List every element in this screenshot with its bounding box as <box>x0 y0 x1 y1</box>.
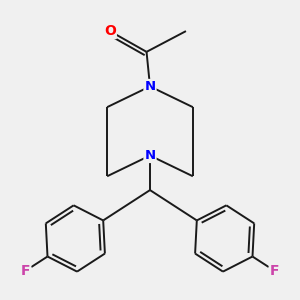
Text: O: O <box>104 24 116 38</box>
Text: N: N <box>144 149 156 162</box>
Text: F: F <box>21 264 30 278</box>
Text: F: F <box>270 264 279 278</box>
Text: N: N <box>144 80 156 93</box>
